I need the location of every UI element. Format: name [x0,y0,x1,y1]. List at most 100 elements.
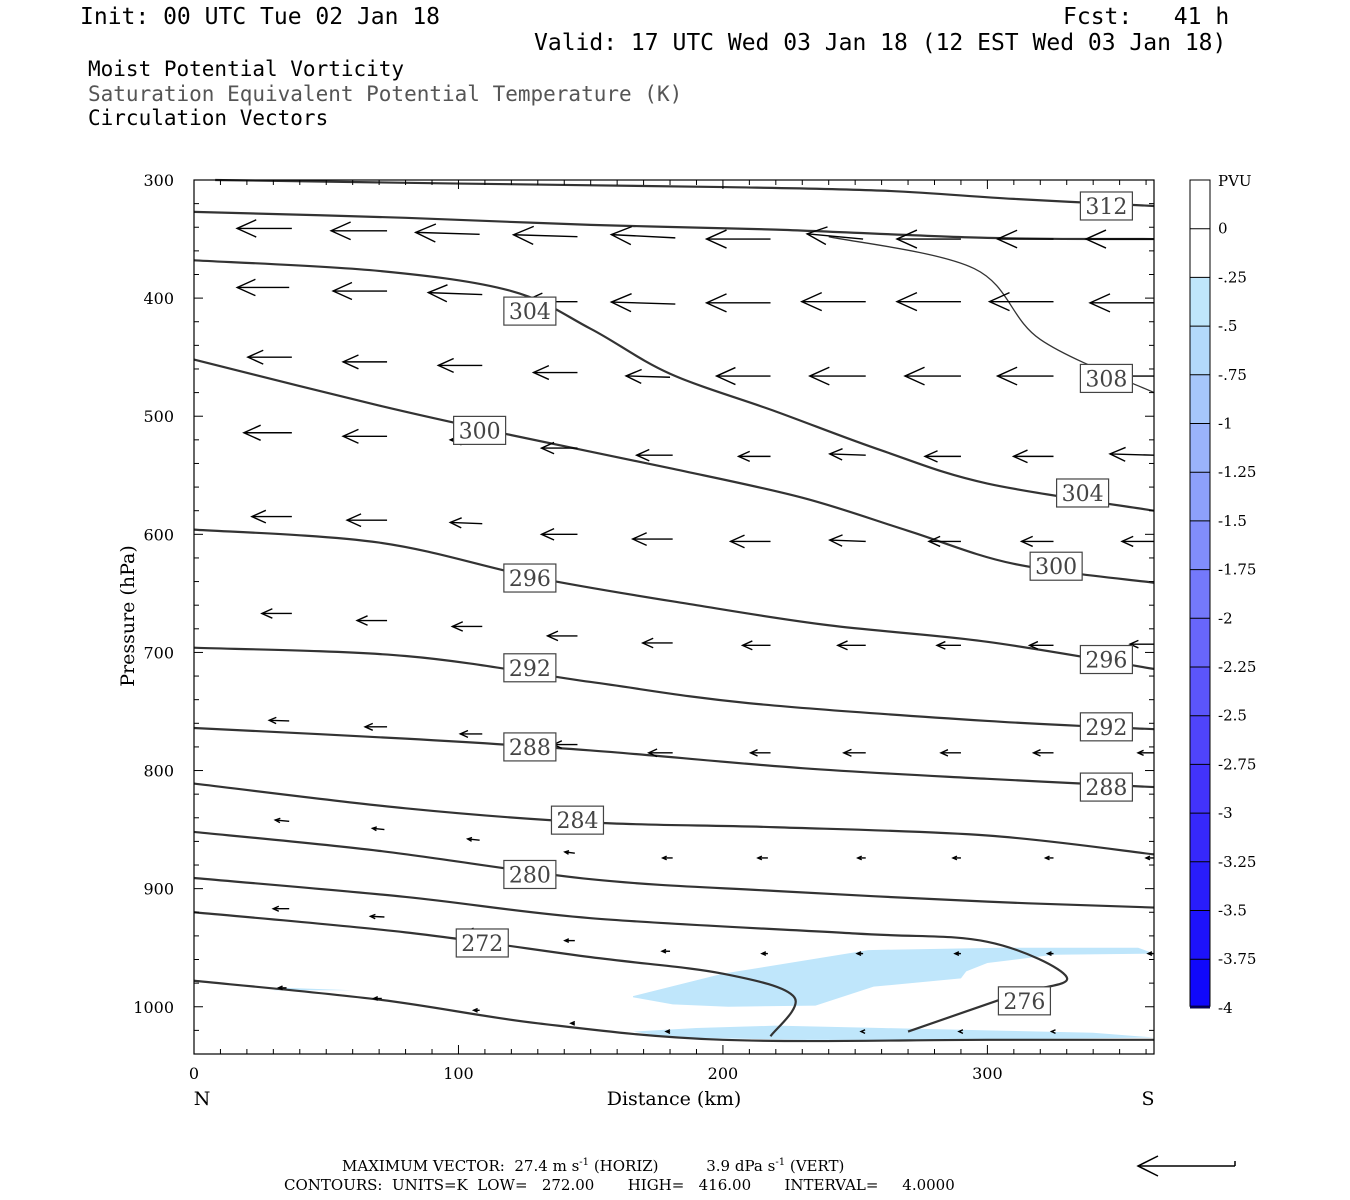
vector-head [329,221,351,241]
colorbar-label: -2.75 [1218,755,1256,773]
circulation-vector [448,517,483,529]
vector-head [609,293,632,313]
colorbar-segment [1190,959,1210,1009]
vector-head [704,229,727,249]
vector-shaft [428,291,483,296]
contour-label-text: 288 [1085,776,1127,801]
vector-shaft [626,375,671,378]
vector-head [1084,229,1107,249]
contour-label-text: 296 [509,567,551,592]
valid-time: Valid: 17 UTC Wed 03 Jan 18 (12 EST Wed … [534,30,1227,56]
vector-head [640,637,654,649]
contour-label-280: 280 [503,859,557,890]
circulation-vector [465,836,480,842]
contour-label-296: 296 [503,563,557,593]
field-title-theta: Saturation Equivalent Potential Temperat… [88,82,683,106]
contour-label-296: 296 [1079,644,1133,675]
vector-head [714,366,736,386]
vector-head [539,528,555,541]
y-tick-label: 300 [143,171,174,190]
contour-label-288: 288 [1079,772,1133,802]
vector-head [1108,446,1126,462]
circulation-vector [471,1007,480,1013]
circulation-vector [609,293,676,313]
vector-head [341,354,359,370]
circulation-vector [836,640,866,651]
circulation-vector [664,1029,671,1034]
vector-head [995,366,1018,386]
vector-head [368,913,376,920]
circulation-vector [748,749,771,757]
vector-head [242,424,261,441]
circulation-vector [539,528,578,541]
forecast-hour: Fcst: 41 h [1063,4,1230,30]
vector-head [740,640,753,651]
vector-shaft [611,233,676,239]
vector-head [563,938,570,944]
colorbar-segment [1190,569,1210,619]
vector-head [450,621,464,632]
vector-shaft [611,301,676,305]
y-tick-label: 700 [143,643,174,662]
x-tick-label: 100 [443,1064,474,1083]
circulation-vector [458,729,483,739]
vector-head [1136,749,1144,756]
vector-head [1043,855,1050,861]
circulation-vector [1084,229,1154,249]
colorbar-label: -1.25 [1218,463,1256,481]
vector-head [235,219,257,238]
colorbar-label: -1.75 [1218,561,1256,579]
vector-head [895,229,918,249]
contour-label-284: 284 [550,805,605,835]
colorbar-label: -2.25 [1218,658,1256,676]
circulation-vector [939,749,961,757]
contour-label-308: 308 [1079,363,1133,394]
circulation-vector [995,229,1054,249]
colorbar-segment [1190,520,1210,571]
field-title-vectors: Circulation Vectors [88,106,329,130]
colorbar-label: -.5 [1218,317,1237,335]
circulation-vector [1043,855,1054,861]
circulation-vector [704,229,771,249]
contour-label-box [503,732,557,762]
vector-head [634,448,650,462]
y-tick-label: 400 [143,289,174,308]
contour-label-text: 312 [1085,195,1127,220]
vert-unit: dPa s [734,1157,776,1175]
vector-head [370,826,378,832]
x-end-label-left: N [194,1088,211,1110]
colorbar-segment [1190,715,1210,765]
circulation-vector [951,855,961,861]
vector-head [808,366,830,386]
vector-head [355,615,368,626]
circulation-vector [531,364,578,381]
vert-exponent: -1 [775,1157,786,1168]
theta-contour-layer [193,178,1155,1043]
pv-region-1 [633,1025,1154,1040]
x-tick-label: 0 [189,1064,199,1083]
circulation-vector [341,428,388,444]
contour-label-292: 292 [1079,712,1133,742]
vector-head [345,513,362,528]
vector-head [271,905,280,912]
circulation-vector [808,366,866,386]
vector-head [1049,1029,1056,1034]
axes: 300 400 500 600 700 800 900 1000 0 100 200 300 [133,171,1155,1083]
init-time: Init: 00 UTC Tue 02 Jan 18 [80,4,441,30]
circulation-vector [545,630,578,642]
vector-head [800,292,823,312]
circulation-vector [511,225,578,245]
circulation-vector [246,349,292,365]
vector-head [436,357,454,373]
vector-head [563,849,570,855]
contour-label-276: 276 [997,986,1052,1016]
vector-head [760,951,767,957]
contour-label-text: 276 [1003,990,1045,1015]
circulation-vector [1049,1029,1056,1034]
colorbar: 0 -.25 -.5 -.75 -1 -1.25 -1.5 -1.75 -2 -2.25 -2.5 -… [1189,179,1256,1017]
x-axis-title: Distance (km) [607,1088,742,1110]
vector-head [267,716,277,725]
theta-contour-300 [193,358,1155,584]
circulation-vector [828,448,866,461]
